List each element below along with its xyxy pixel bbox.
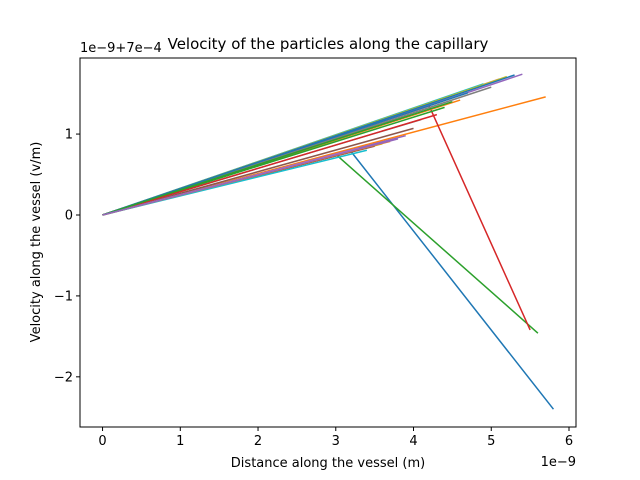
x-axis-ticks: 0 1 2 3 4 5 6 (98, 427, 573, 449)
series-line-14 (102, 113, 438, 216)
x-offset-text: 1e−9 (541, 455, 576, 470)
series-line-24 (102, 138, 399, 216)
chart-title: Velocity of the particles along the capi… (168, 35, 489, 53)
series-line-23 (102, 100, 453, 216)
series-line-21 (102, 74, 515, 216)
x-tick-label: 2 (254, 434, 262, 449)
x-tick-label: 0 (98, 434, 106, 449)
series-layer (102, 73, 555, 410)
x-axis-label: Distance along the vessel (m) (231, 456, 425, 471)
series-line-6 (102, 127, 414, 216)
x-tick-label: 5 (487, 434, 495, 449)
y-tick-label: −2 (54, 370, 73, 385)
x-tick-label: 6 (565, 434, 573, 449)
x-tick-label: 4 (409, 434, 417, 449)
x-tick-label: 1 (176, 434, 184, 449)
y-offset-text: 1e−9+7e−4 (80, 41, 162, 56)
plot-area (102, 73, 555, 410)
y-axis-ticks: −2 −1 0 1 (54, 128, 80, 385)
axes-frame (79, 57, 577, 428)
y-tick-label: 1 (65, 128, 73, 143)
y-tick-label: 0 (65, 208, 73, 223)
x-tick-label: 3 (332, 434, 340, 449)
y-tick-label: −1 (54, 289, 73, 304)
y-axis-label: Velocity along the vessel (v/m) (29, 142, 44, 343)
